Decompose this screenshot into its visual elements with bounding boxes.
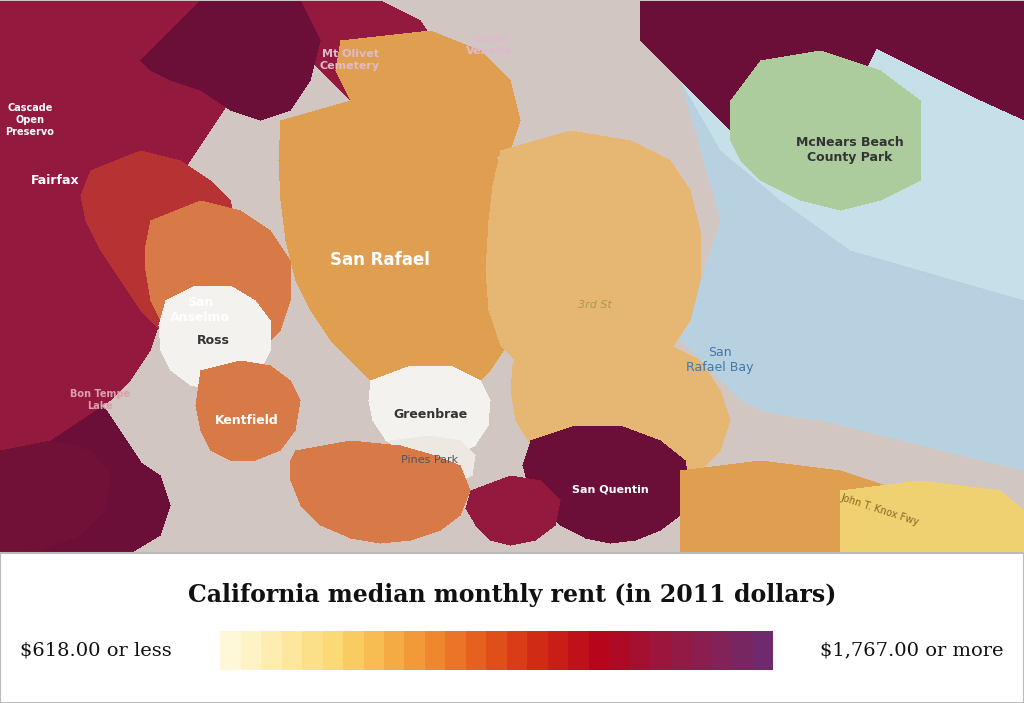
Text: Cascade
Open
Preservo: Cascade Open Preservo <box>5 103 54 136</box>
Text: John T. Knox Fwy: John T. Knox Fwy <box>840 493 921 527</box>
Bar <box>241 631 261 670</box>
Bar <box>404 631 425 670</box>
Bar <box>630 631 650 670</box>
FancyBboxPatch shape <box>0 553 1024 703</box>
Text: Pines Park: Pines Park <box>401 455 459 465</box>
Text: Bon Tempe
Lake: Bon Tempe Lake <box>70 389 130 411</box>
Bar <box>691 631 712 670</box>
Text: San Rafael: San Rafael <box>330 251 430 269</box>
Bar <box>364 631 384 670</box>
Bar <box>753 631 773 670</box>
Text: Santa
Venetia: Santa Venetia <box>466 34 514 56</box>
Text: $618.00 or less: $618.00 or less <box>20 642 172 659</box>
Text: San Quentin: San Quentin <box>571 485 648 495</box>
Bar <box>548 631 568 670</box>
Text: McNears Beach
County Park: McNears Beach County Park <box>796 136 904 164</box>
Bar <box>445 631 466 670</box>
Bar <box>650 631 671 670</box>
Text: $1,767.00 or more: $1,767.00 or more <box>820 642 1004 659</box>
Bar <box>568 631 589 670</box>
Text: San
Anselmo: San Anselmo <box>170 296 230 324</box>
Bar <box>220 631 241 670</box>
Bar <box>343 631 364 670</box>
Bar <box>323 631 343 670</box>
Text: Ross: Ross <box>197 333 229 347</box>
Text: San
Rafael Bay: San Rafael Bay <box>686 346 754 374</box>
Text: Kentfield: Kentfield <box>215 413 279 427</box>
Bar <box>732 631 753 670</box>
Text: Greenbrae: Greenbrae <box>393 408 467 422</box>
Text: 3rd St: 3rd St <box>579 300 612 310</box>
Bar <box>466 631 486 670</box>
Bar <box>507 631 527 670</box>
Bar <box>384 631 404 670</box>
Bar <box>609 631 630 670</box>
Bar <box>589 631 609 670</box>
Bar <box>527 631 548 670</box>
Text: Mt Olivet
Cemetery: Mt Olivet Cemetery <box>319 49 380 71</box>
Bar <box>486 631 507 670</box>
Bar <box>282 631 302 670</box>
Text: Fairfax: Fairfax <box>31 174 79 186</box>
Bar <box>302 631 323 670</box>
Bar <box>261 631 282 670</box>
Text: California median monthly rent (in 2011 dollars): California median monthly rent (in 2011 … <box>187 583 837 607</box>
Bar <box>425 631 445 670</box>
Bar <box>671 631 691 670</box>
Bar <box>712 631 732 670</box>
